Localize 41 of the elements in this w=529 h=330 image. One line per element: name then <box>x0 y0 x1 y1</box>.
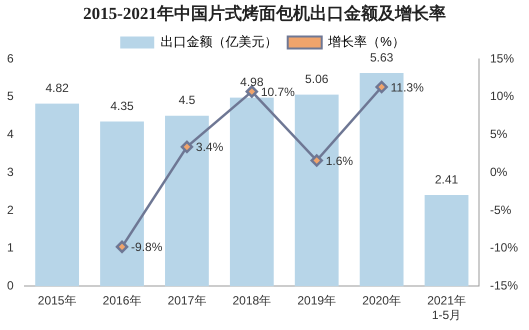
bar <box>230 98 274 286</box>
data-label: 4.5 <box>178 93 196 108</box>
x-tick-label: 2020年 <box>362 294 401 308</box>
x-tick-label: 2017年 <box>168 294 206 308</box>
y-tick-label: 0 <box>6 278 14 293</box>
y-tick-label: 2 <box>6 202 14 217</box>
bar <box>35 104 80 286</box>
bar <box>424 194 468 286</box>
x-tick-label: 2018年 <box>232 294 272 308</box>
data-label: 4.35 <box>110 98 134 113</box>
point <box>180 140 194 154</box>
point <box>116 240 128 254</box>
x-tick-label: 2015年 <box>38 294 76 308</box>
y2-tick-label: 15% <box>490 51 514 66</box>
data-label: 3.4% <box>196 140 224 154</box>
legend-label: 出口金额（亿美元） <box>160 34 278 50</box>
y2-tick-label: -10% <box>490 240 518 255</box>
x-tick-label: 2021年 1-5月 <box>427 294 466 322</box>
data-label: 11.3% <box>390 80 424 94</box>
y-tick-label: 1 <box>6 240 14 255</box>
y2-tick-label: -5% <box>490 202 512 217</box>
chart-title: 2015-2021年中国片式烤面包机出口金额及增长率 <box>82 3 447 25</box>
point <box>310 154 323 167</box>
y2-tick-label: 5% <box>490 127 508 142</box>
y-tick-label: 4 <box>6 127 14 142</box>
y-tick-label: 5 <box>6 89 14 104</box>
x-tick-label: 2019年 <box>297 294 336 308</box>
data-label: -9.8% <box>131 240 163 254</box>
y2-tick-label: 0% <box>490 164 508 179</box>
data-label: 5.63 <box>370 50 394 64</box>
y-tick-label: 3 <box>6 164 14 179</box>
data-label: 5.06 <box>305 72 329 86</box>
y-tick-label: 6 <box>6 51 14 66</box>
y2-tick-label: 10% <box>490 89 514 104</box>
data-label: 4.82 <box>45 80 70 95</box>
x-tick-label: 2016年 <box>102 294 142 308</box>
data-label: 1.6% <box>326 154 354 168</box>
legend-label: 增长率（%） <box>327 34 405 50</box>
y2-tick-label: -15% <box>490 278 518 293</box>
point <box>375 80 388 94</box>
data-label: 2.41 <box>434 172 459 186</box>
